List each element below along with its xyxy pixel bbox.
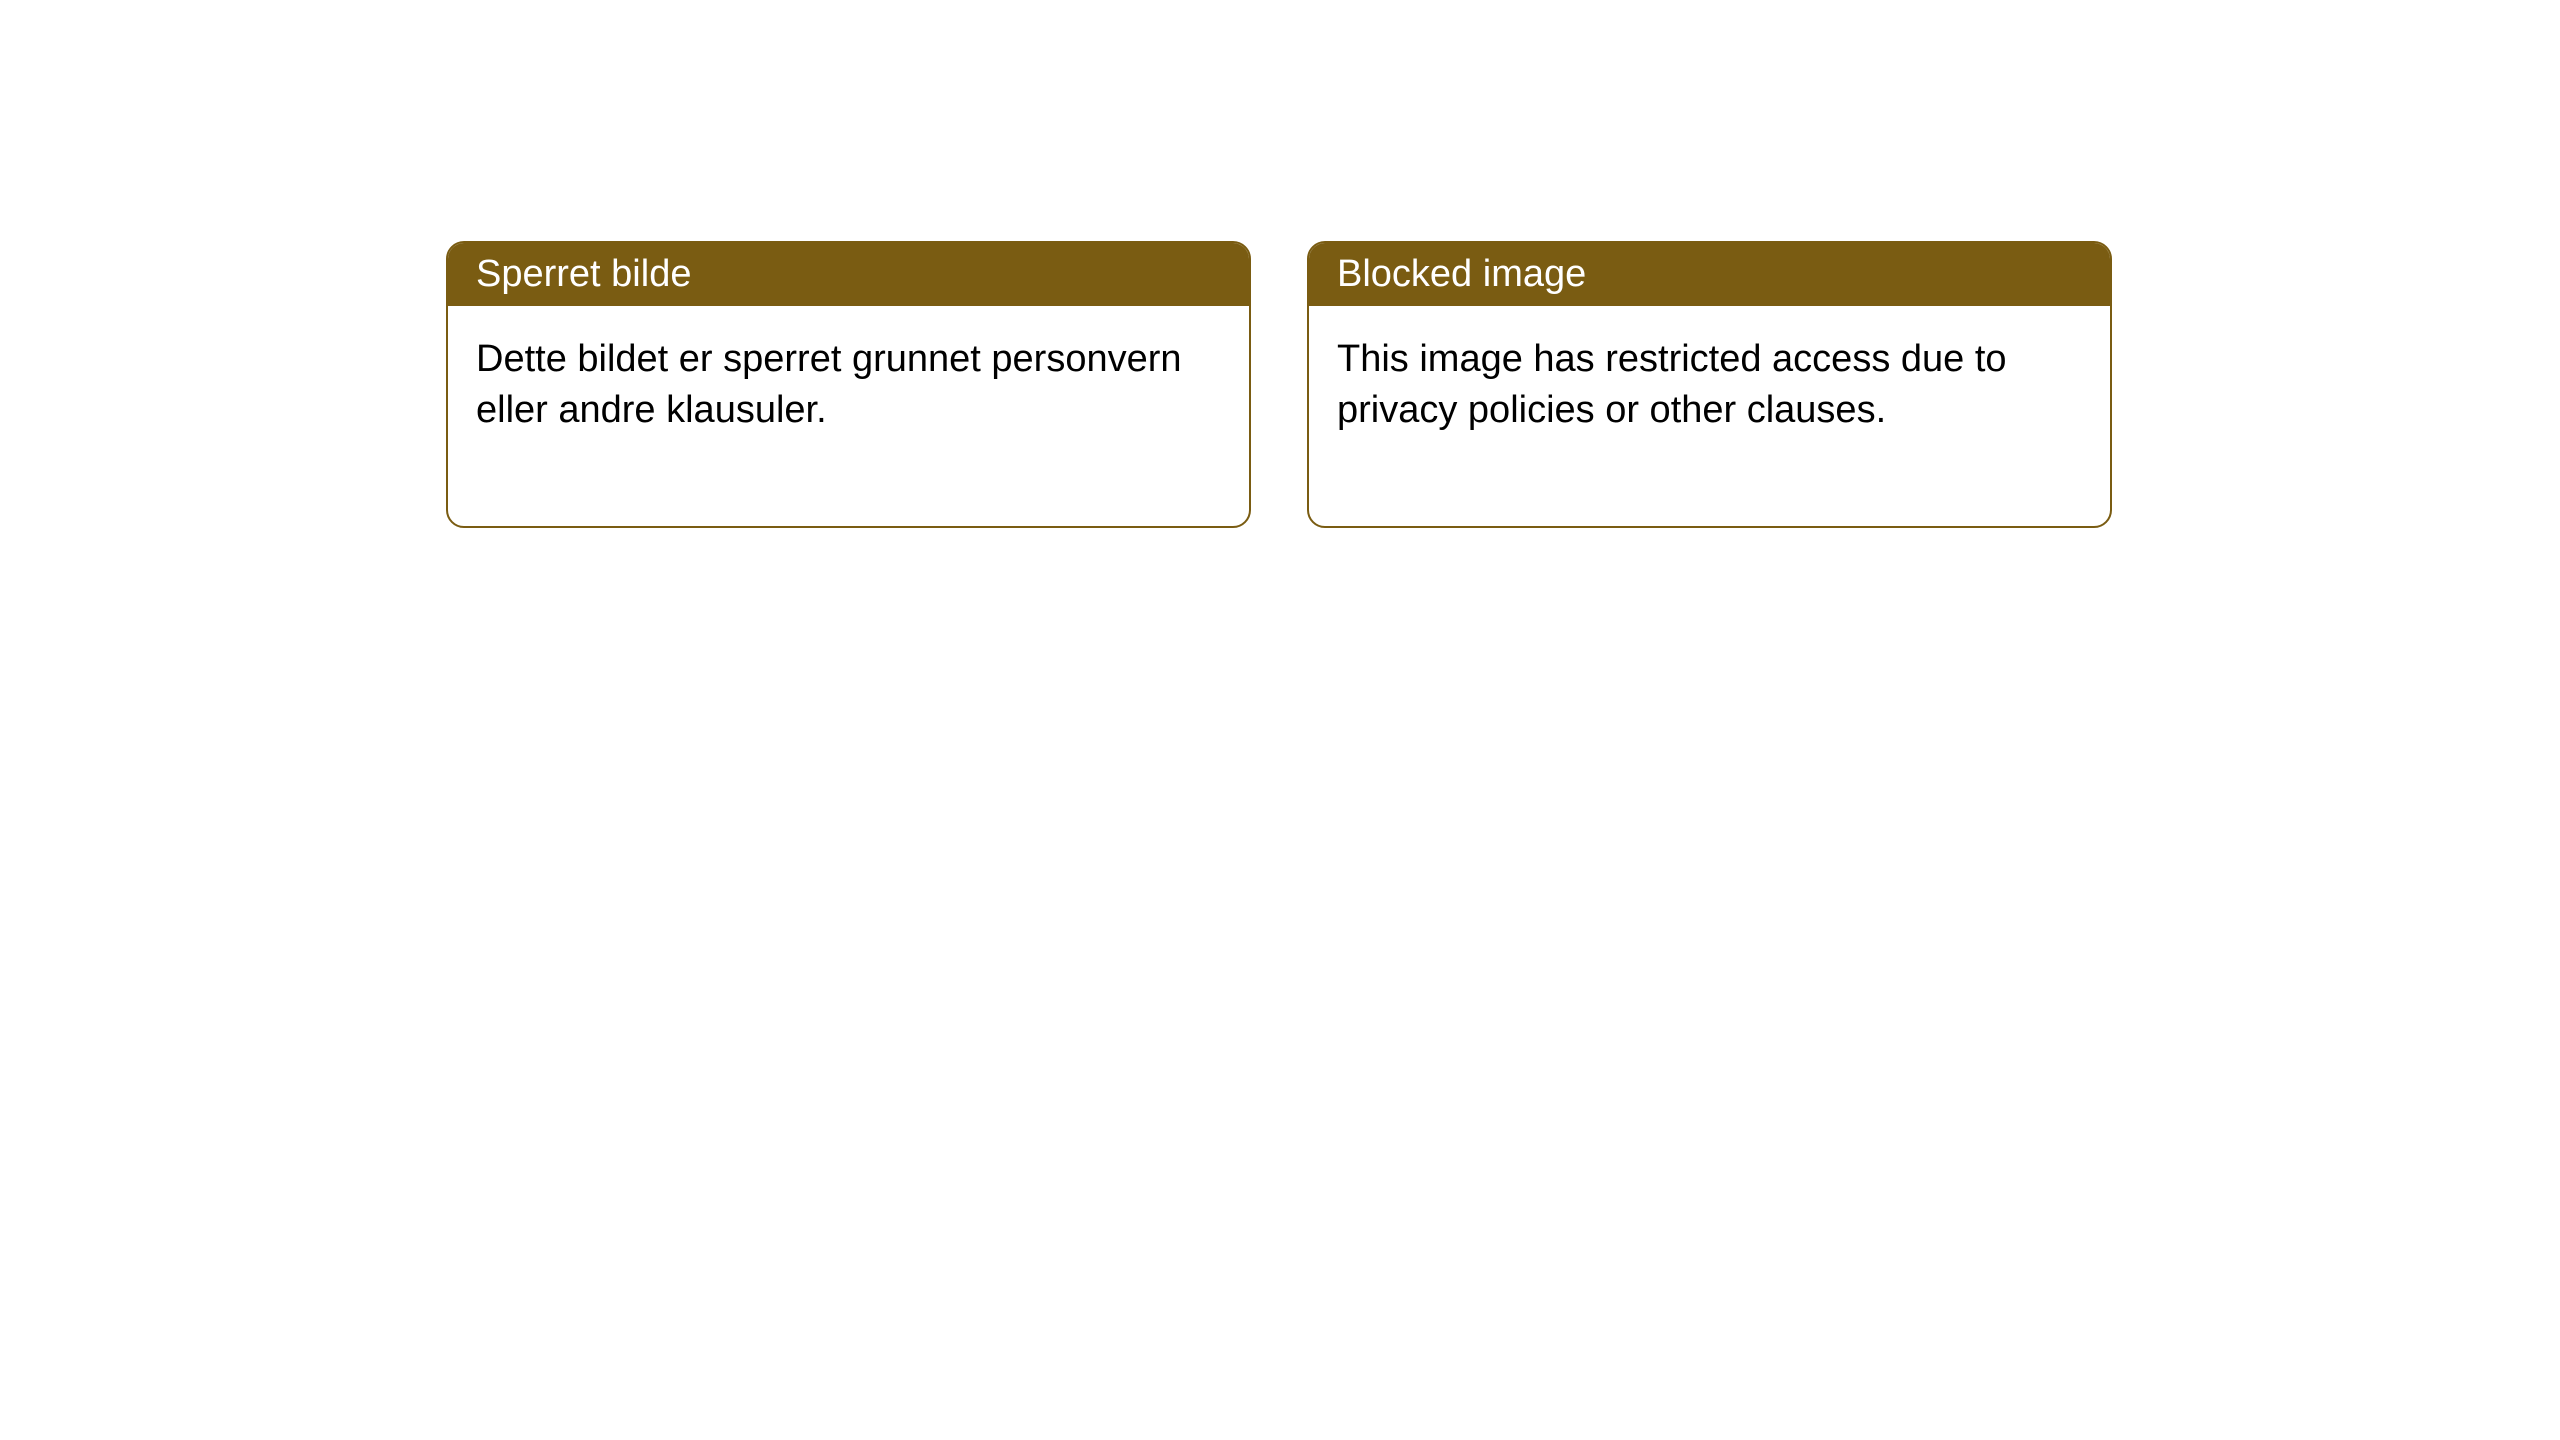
notice-body-en: This image has restricted access due to … [1309, 306, 2110, 526]
notice-text-en: This image has restricted access due to … [1337, 338, 2007, 431]
notice-box-en: Blocked image This image has restricted … [1307, 241, 2112, 528]
notice-header-no: Sperret bilde [448, 243, 1249, 306]
notice-header-en: Blocked image [1309, 243, 2110, 306]
notice-title-en: Blocked image [1337, 253, 1586, 295]
notice-body-no: Dette bildet er sperret grunnet personve… [448, 306, 1249, 526]
notice-container: Sperret bilde Dette bildet er sperret gr… [0, 0, 2560, 528]
notice-box-no: Sperret bilde Dette bildet er sperret gr… [446, 241, 1251, 528]
notice-text-no: Dette bildet er sperret grunnet personve… [476, 338, 1182, 431]
notice-title-no: Sperret bilde [476, 253, 691, 295]
